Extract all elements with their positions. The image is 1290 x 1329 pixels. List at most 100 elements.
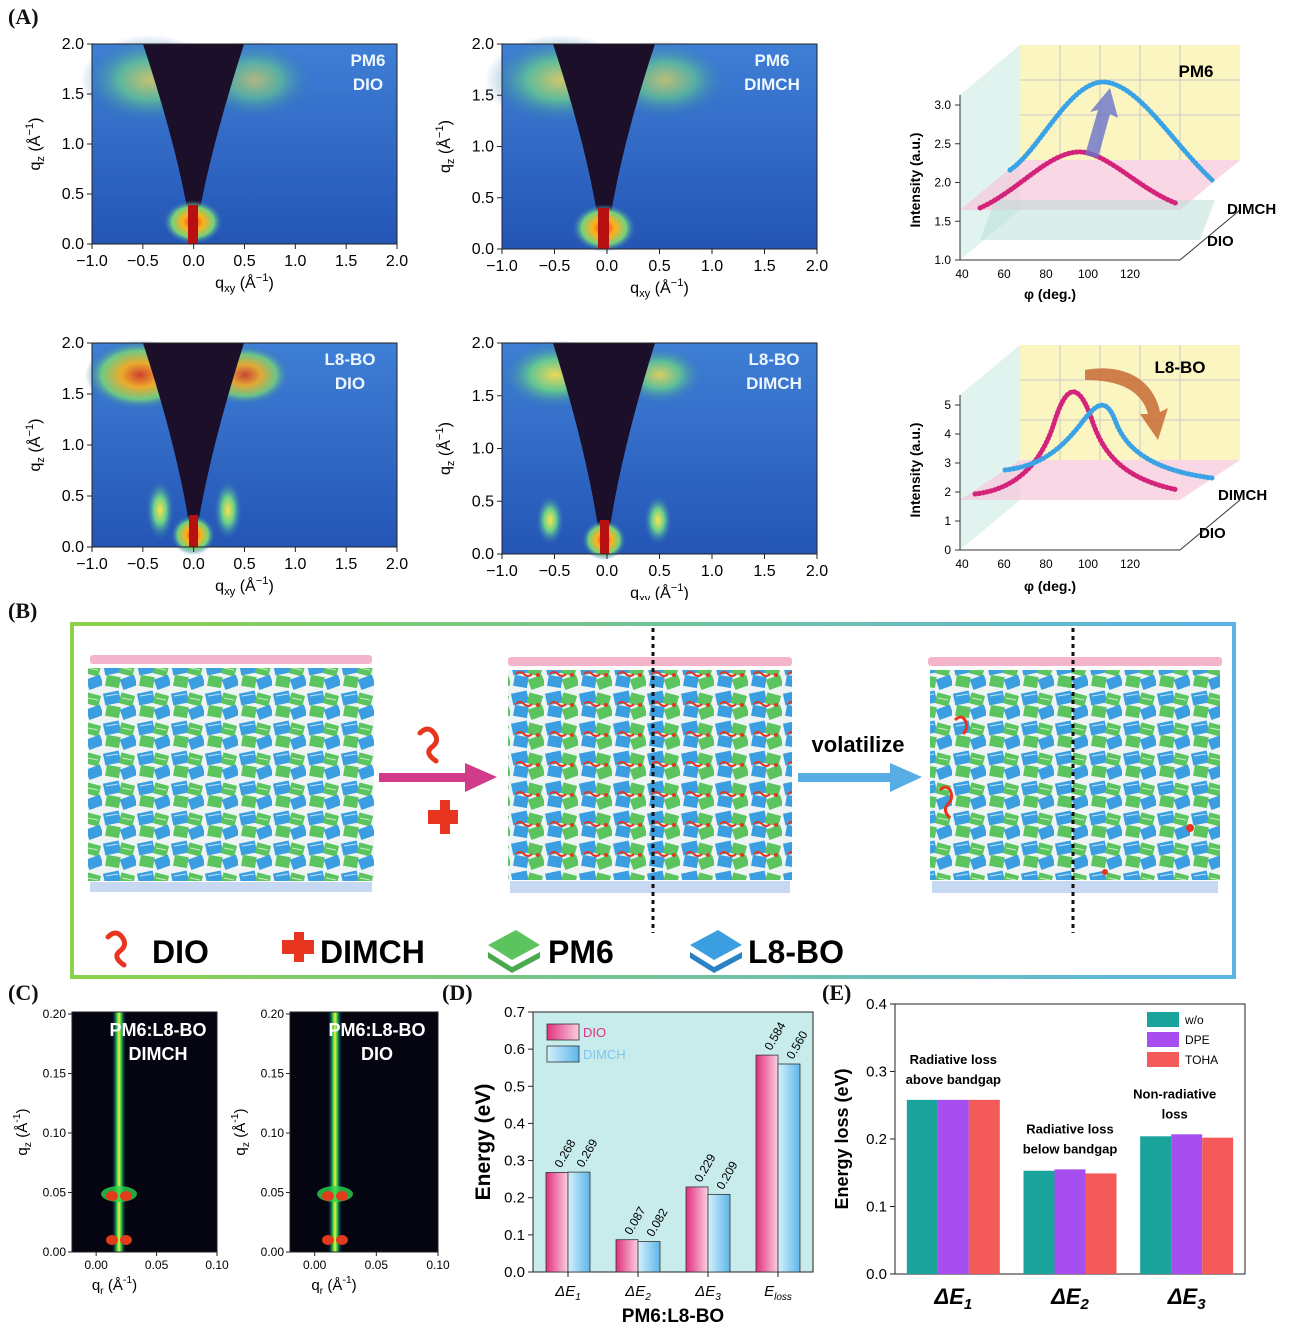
legend-dimch: DIMCH <box>320 934 425 970</box>
y-tick-label: 0.20 <box>261 1007 285 1021</box>
gisaxs-map-dimch: PM6:L8-BO DIMCH <box>72 1012 217 1252</box>
x-tick-label: 40 <box>955 557 969 571</box>
film-block-initial <box>88 655 374 892</box>
legend-swatch <box>1147 1052 1179 1067</box>
series-label-dio: DIO <box>1199 525 1226 542</box>
map-label-line2: DIMCH <box>129 1044 188 1064</box>
map-label-line1: PM6:L8-BO <box>109 1020 206 1040</box>
bar-toha <box>1202 1137 1234 1274</box>
bar-wo <box>1140 1136 1172 1274</box>
pole-xlabel: φ (deg.) <box>1024 286 1076 302</box>
pole-xlabel: φ (deg.) <box>1024 578 1076 594</box>
bar-dpe <box>1171 1134 1203 1274</box>
bar-dio <box>545 1172 569 1273</box>
y-tick-label: 2.0 <box>934 176 951 190</box>
y-tick-label: 3.0 <box>934 98 951 112</box>
y-tick-label: 0.2 <box>866 1131 887 1148</box>
y-tick-label: 4 <box>944 427 951 441</box>
x-tick-label: 80 <box>1039 267 1053 281</box>
x-tick-label: 1.0 <box>701 258 723 275</box>
film-block-with-additives <box>508 628 792 933</box>
y-tick-label: 0.3 <box>504 1153 525 1170</box>
y-tick-label: 1.5 <box>472 87 494 104</box>
y-tick-label: 1.0 <box>934 253 951 267</box>
giwaxs-map-l8bo-dio: L8-BO DIO <box>85 340 397 555</box>
map-label-line2: DIO <box>361 1044 393 1064</box>
category-label: ΔE3 <box>1167 1284 1206 1313</box>
schematic-legend: DIO DIMCH PM6 L8-BO <box>105 930 844 973</box>
y-tick-label: 0.5 <box>62 186 84 203</box>
y-tick-label: 0.7 <box>504 1004 525 1021</box>
y-tick-label: 1.0 <box>62 437 84 454</box>
x-axis-label: PM6:L8-BO <box>622 1306 724 1327</box>
x-tick-label: 0.00 <box>303 1258 327 1272</box>
pole-title: L8-BO <box>1155 358 1206 377</box>
bar-dimch <box>707 1193 731 1273</box>
bar-dpe <box>1054 1169 1086 1274</box>
x-tick-label: 60 <box>997 557 1011 571</box>
y-tick-label: 0.15 <box>43 1067 67 1081</box>
gisaxs-map-dio: PM6:L8-BO DIO <box>290 1012 438 1252</box>
y-axis-label: qz (Å-1) <box>11 1108 34 1155</box>
y-tick-label: 1.5 <box>934 214 951 228</box>
x-tick-label: 0.5 <box>233 253 255 270</box>
x-tick-label: 0.0 <box>596 563 618 580</box>
x-axis-label: qr (Å-1) <box>311 1274 356 1297</box>
x-tick-label: 2.0 <box>806 258 828 275</box>
y-tick-label: 3 <box>944 456 951 470</box>
y-tick-label: 0.0 <box>62 539 84 556</box>
x-axis-label: qxy (Å−1) <box>630 582 689 600</box>
giwaxs-map-pm6-dimch: PM6 DIMCH <box>485 35 817 252</box>
y-tick-label: 1.0 <box>62 136 84 153</box>
x-tick-label: −0.5 <box>539 258 571 275</box>
legend-label: DPE <box>1185 1033 1210 1047</box>
y-tick-label: 1.5 <box>62 86 84 103</box>
x-tick-label: 0.0 <box>596 258 618 275</box>
x-tick-label: 1.0 <box>701 563 723 580</box>
y-axis-label: Energy loss (eV) <box>832 1068 852 1209</box>
y-tick-label: 2 <box>944 485 951 499</box>
map-label-line1: PM6:L8-BO <box>328 1020 425 1040</box>
dio-icon <box>417 726 440 764</box>
volatilize-arrow: volatilize <box>798 732 922 792</box>
y-tick-label: 5 <box>944 398 951 412</box>
legend-swatch <box>1147 1012 1179 1027</box>
panel-label-a: (A) <box>8 4 39 29</box>
map-frame <box>71 1011 218 1253</box>
pole-ylabel: Intensity (a.u.) <box>907 133 923 228</box>
y-tick-label: 1.5 <box>62 386 84 403</box>
film-block-final <box>928 628 1222 933</box>
giwaxs-panel: PM6 DIO PM6 DIMCH L8-BO DIO L8-BO D <box>24 35 828 600</box>
legend-dio: DIO <box>152 934 209 970</box>
category-label: ΔE3 <box>694 1283 721 1303</box>
y-tick-label: 0.00 <box>261 1245 285 1259</box>
y-tick-label: 2.0 <box>62 36 84 53</box>
category-label: ΔE2 <box>1050 1284 1089 1313</box>
pole-figure-l8bo: L8-BO DIMCH DIO Intensity (a.u.) φ (deg.… <box>907 345 1267 594</box>
map-label-line2: DIO <box>335 374 365 393</box>
giwaxs-axes: −1.0 −0.5 0.0 0.5 1.0 1.5 2.0 0.0 0.5 1.0 1.5 2.0 qx… <box>24 36 828 600</box>
series-label-dimch: DIMCH <box>1227 201 1276 218</box>
y-tick-label: 0.5 <box>472 190 494 207</box>
x-tick-label: 2.0 <box>806 563 828 580</box>
dimch-icon <box>282 932 314 962</box>
x-tick-label: 0.10 <box>205 1258 229 1272</box>
x-tick-label: 0.5 <box>648 258 670 275</box>
x-tick-label: 2.0 <box>386 253 408 270</box>
additive-icons <box>417 726 458 834</box>
map-label-line2: DIMCH <box>744 75 800 94</box>
annotation-label: Radiative loss <box>910 1052 997 1067</box>
y-tick-label: 2.0 <box>472 335 494 352</box>
x-axis-label: qxy (Å−1) <box>215 575 274 598</box>
y-tick-label: 1.0 <box>472 139 494 156</box>
x-tick-label: 0.05 <box>365 1258 389 1272</box>
map-frame <box>289 1011 439 1253</box>
map-label-line1: PM6 <box>351 51 386 70</box>
add-arrow <box>379 763 497 792</box>
map-label-line1: L8-BO <box>749 350 800 369</box>
y-tick-label: 0.5 <box>62 488 84 505</box>
x-tick-label: 1.0 <box>284 556 306 573</box>
map-label-line2: DIMCH <box>746 374 802 393</box>
x-tick-label: 1.0 <box>284 253 306 270</box>
